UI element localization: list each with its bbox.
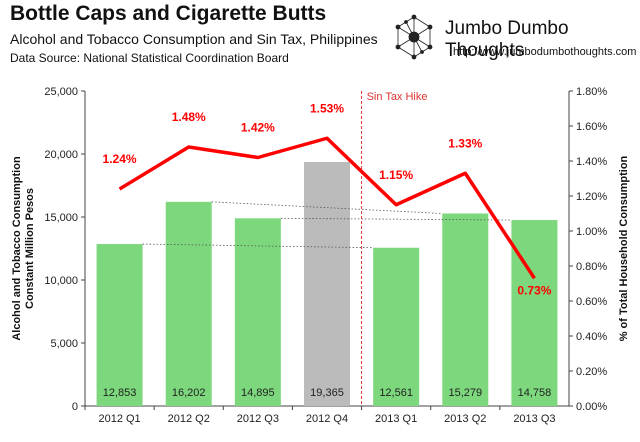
brand-name: Jumbo Dumbo Thoughts	[445, 18, 569, 61]
right-tick-label: 1.20%	[576, 191, 607, 203]
left-tick-label: 15,000	[44, 212, 78, 224]
left-tick-label: 20,000	[44, 149, 78, 161]
right-tick-label: 0.80%	[576, 261, 607, 273]
chart-title: Bottle Caps and Cigarette Butts	[10, 2, 327, 25]
bar-2012-q1	[96, 244, 143, 406]
right-tick-label: 0.20%	[576, 366, 607, 378]
right-tick-label: 1.60%	[576, 121, 607, 133]
bar-2013-q3	[511, 220, 558, 406]
left-axis-title: Alcohol and Tobacco ConsumptionConstant …	[11, 156, 36, 341]
line-value-label: 1.33%	[448, 136, 482, 150]
left-axis-title-line: Constant Million Pesos	[24, 188, 36, 309]
right-tick-label: 0.60%	[576, 296, 607, 308]
x-tick-label: 2012 Q2	[168, 413, 210, 425]
left-tick-label: 10,000	[44, 275, 78, 287]
line-value-label: 0.73%	[517, 283, 551, 297]
bar-value-label: 19,365	[310, 387, 344, 399]
bar-2012-q3	[234, 218, 281, 406]
bar-value-label: 16,202	[172, 387, 206, 399]
bar-value-label: 14,895	[241, 387, 275, 399]
bar-value-label: 12,853	[103, 387, 137, 399]
brand-url: http://www.jumbodumbothoughts.com	[453, 46, 637, 58]
x-tick-label: 2013 Q3	[513, 413, 555, 425]
line-value-label: 1.53%	[310, 101, 344, 115]
right-tick-label: 1.40%	[576, 156, 607, 168]
bar-2013-q1	[373, 247, 420, 406]
data-source: Data Source: National Statistical Coordi…	[10, 51, 289, 65]
chart-subtitle: Alcohol and Tobacco Consumption and Sin …	[10, 31, 378, 47]
x-tick-label: 2013 Q2	[444, 413, 486, 425]
sin-tax-annotation: Sin Tax Hike	[367, 91, 428, 103]
line-value-label: 1.48%	[172, 110, 206, 124]
x-tick-label: 2012 Q1	[98, 413, 140, 425]
bar-2012-q2	[165, 201, 212, 406]
left-axis-title-line: Alcohol and Tobacco Consumption	[11, 156, 23, 341]
right-tick-label: 1.80%	[576, 86, 607, 98]
x-tick-label: 2013 Q1	[375, 413, 417, 425]
right-axis-title: % of Total Household Consumption	[618, 155, 630, 341]
bar-value-label: 14,758	[518, 387, 552, 399]
line-value-label: 1.42%	[241, 121, 275, 135]
right-tick-label: 0.00%	[576, 401, 607, 413]
x-tick-label: 2012 Q4	[306, 413, 348, 425]
right-tick-label: 0.40%	[576, 331, 607, 343]
brand-logo-icon	[395, 14, 433, 60]
x-tick-label: 2012 Q3	[237, 413, 279, 425]
bar-value-label: 15,279	[448, 387, 482, 399]
bar-2012-q4	[304, 162, 350, 406]
line-value-label: 1.24%	[103, 152, 137, 166]
left-tick-label: 25,000	[44, 86, 78, 98]
bar-value-label: 12,561	[379, 387, 413, 399]
left-tick-label: 0	[72, 401, 78, 413]
bar-2013-q2	[442, 213, 489, 406]
right-tick-label: 1.00%	[576, 226, 607, 238]
share-line-series	[118, 136, 536, 280]
left-tick-label: 5,000	[50, 338, 78, 350]
line-value-label: 1.15%	[379, 168, 413, 182]
